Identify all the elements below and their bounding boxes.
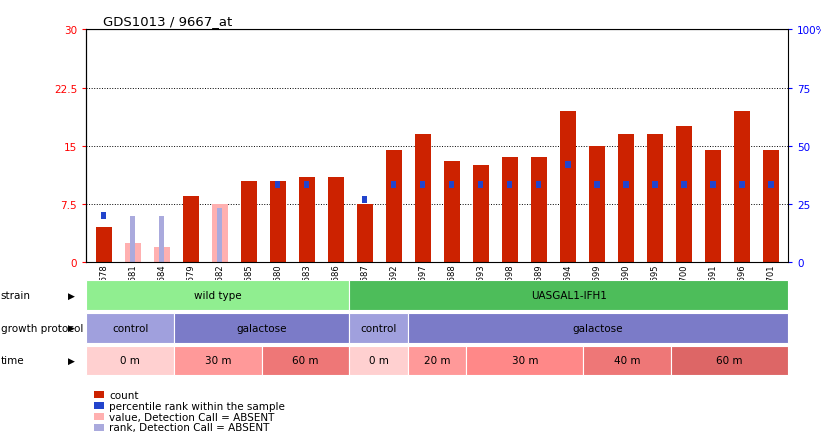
Bar [652, 181, 658, 188]
Bar [676, 127, 692, 263]
Bar [617, 135, 634, 263]
Text: 40 m: 40 m [614, 356, 640, 365]
Bar [154, 247, 170, 263]
Bar [710, 181, 716, 188]
Bar [768, 181, 773, 188]
Bar [420, 181, 425, 188]
Bar [217, 208, 222, 263]
Text: wild type: wild type [194, 291, 241, 300]
Bar [275, 181, 281, 188]
Text: 30 m: 30 m [204, 356, 231, 365]
Text: 60 m: 60 m [717, 356, 743, 365]
Bar [565, 162, 571, 169]
Bar [594, 181, 599, 188]
Bar [269, 181, 286, 263]
Bar [328, 178, 344, 263]
Bar [95, 228, 112, 263]
Text: rank, Detection Call = ABSENT: rank, Detection Call = ABSENT [109, 423, 269, 432]
Bar [130, 216, 135, 263]
Bar [681, 181, 686, 188]
Text: value, Detection Call = ABSENT: value, Detection Call = ABSENT [109, 412, 274, 421]
Text: 60 m: 60 m [292, 356, 319, 365]
Bar [473, 166, 488, 263]
Text: galactose: galactose [236, 323, 287, 333]
Bar [241, 181, 257, 263]
Bar [507, 181, 512, 188]
Bar [443, 162, 460, 263]
Bar [560, 112, 576, 263]
Text: ▶: ▶ [68, 291, 75, 300]
Bar [391, 181, 397, 188]
Text: 0 m: 0 m [120, 356, 140, 365]
Bar [536, 181, 542, 188]
Bar [449, 181, 455, 188]
Text: strain: strain [1, 291, 31, 300]
Text: UASGAL1-IFH1: UASGAL1-IFH1 [531, 291, 607, 300]
Bar [589, 146, 605, 263]
Bar [647, 135, 663, 263]
Text: ▶: ▶ [68, 356, 75, 365]
Text: galactose: galactose [573, 323, 623, 333]
Text: 30 m: 30 m [511, 356, 539, 365]
Bar [125, 243, 140, 263]
Text: percentile rank within the sample: percentile rank within the sample [109, 401, 285, 411]
Bar [212, 204, 227, 263]
Text: time: time [1, 356, 25, 365]
Bar [739, 181, 745, 188]
Text: ▶: ▶ [68, 324, 75, 332]
Bar [478, 181, 484, 188]
Bar [299, 178, 314, 263]
Text: count: count [109, 390, 139, 400]
Bar [530, 158, 547, 263]
Text: growth protocol: growth protocol [1, 323, 83, 333]
Bar [304, 181, 310, 188]
Text: 20 m: 20 m [424, 356, 451, 365]
Bar [158, 216, 164, 263]
Bar [763, 150, 779, 263]
Bar [734, 112, 750, 263]
Bar [101, 212, 107, 219]
Text: control: control [360, 323, 397, 333]
Bar [356, 204, 373, 263]
Text: 0 m: 0 m [369, 356, 388, 365]
Bar [623, 181, 629, 188]
Bar [182, 197, 199, 263]
Bar [362, 197, 368, 204]
Bar [415, 135, 431, 263]
Bar [386, 150, 401, 263]
Text: GDS1013 / 9667_at: GDS1013 / 9667_at [103, 15, 232, 28]
Bar [704, 150, 721, 263]
Bar [502, 158, 518, 263]
Text: control: control [112, 323, 149, 333]
